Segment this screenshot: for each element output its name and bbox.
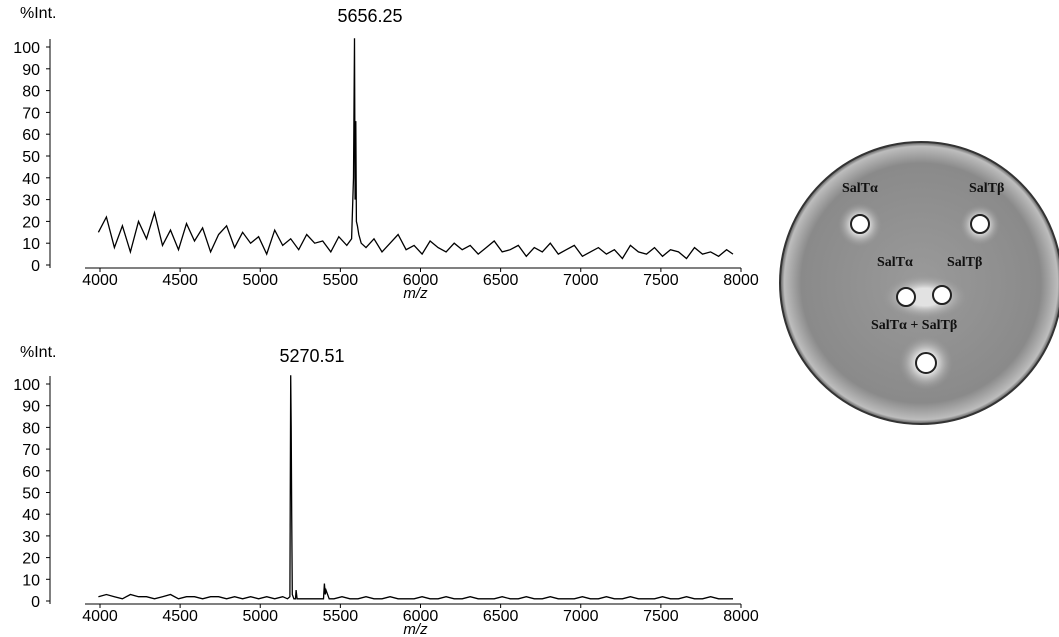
x-tick-label: 5000 — [242, 608, 278, 625]
x-tick-label: 8000 — [723, 608, 759, 625]
y-tick-label: 90 — [22, 62, 40, 79]
x-axis-label: m/z — [403, 285, 428, 302]
x-tick-label: 6000 — [403, 272, 439, 289]
y-axis-label: %Int. — [20, 5, 56, 22]
y-tick-label: 10 — [22, 236, 40, 253]
y-tick-label: 100 — [13, 40, 40, 57]
y-tick-label: 50 — [22, 486, 40, 503]
peak-annotation: 5270.51 — [279, 346, 344, 366]
well-label: SalTα + SalTβ — [871, 318, 957, 333]
y-tick-label: 20 — [22, 214, 40, 231]
well — [896, 287, 916, 307]
y-tick-label: 100 — [13, 377, 40, 394]
well-label: SalTα — [842, 181, 878, 196]
y-tick-label: 10 — [22, 572, 40, 589]
x-tick-label: 6500 — [483, 608, 519, 625]
spectrum-line — [98, 375, 733, 600]
well — [970, 214, 990, 234]
x-tick-label: 5500 — [323, 272, 359, 289]
x-tick-label: 6500 — [483, 272, 519, 289]
x-tick-label: 7500 — [643, 608, 679, 625]
halo — [883, 275, 967, 319]
y-tick-label: 20 — [22, 551, 40, 568]
well — [932, 285, 952, 305]
y-tick-label: 80 — [22, 84, 40, 101]
x-tick-label: 8000 — [723, 272, 759, 289]
x-tick-label: 7000 — [563, 608, 599, 625]
x-tick-label: 5500 — [323, 608, 359, 625]
spectrum-line — [97, 38, 734, 260]
y-tick-label: 40 — [22, 171, 40, 188]
well-label: SalTα — [877, 255, 913, 270]
y-tick-label: 30 — [22, 529, 40, 546]
well — [850, 214, 870, 234]
x-axis-label: m/z — [403, 621, 428, 637]
x-tick-label: 4500 — [162, 608, 198, 625]
well-label: SalTβ — [947, 255, 982, 270]
y-tick-label: 70 — [22, 442, 40, 459]
y-tick-label: 40 — [22, 507, 40, 524]
well-label: SalTβ — [969, 181, 1004, 196]
y-tick-label: 60 — [22, 464, 40, 481]
x-tick-label: 7500 — [643, 272, 679, 289]
petri-dish: SalTα SalTβ SalTα SalTβ SalTα + SalTβ — [779, 141, 1059, 425]
peak-annotation: 5656.25 — [337, 6, 402, 26]
y-tick-label: 70 — [22, 105, 40, 122]
x-tick-label: 4500 — [162, 272, 198, 289]
x-tick-label: 4000 — [82, 608, 118, 625]
y-tick-label: 0 — [31, 258, 40, 275]
y-tick-label: 60 — [22, 127, 40, 144]
x-tick-label: 5000 — [242, 272, 278, 289]
x-tick-label: 4000 — [82, 272, 118, 289]
y-tick-label: 0 — [31, 594, 40, 611]
y-tick-label: 50 — [22, 149, 40, 166]
y-axis-label: %Int. — [20, 344, 56, 361]
x-tick-label: 6000 — [403, 608, 439, 625]
y-tick-label: 80 — [22, 420, 40, 437]
y-tick-label: 90 — [22, 399, 40, 416]
x-tick-label: 7000 — [563, 272, 599, 289]
y-tick-label: 30 — [22, 193, 40, 210]
well — [915, 352, 937, 374]
